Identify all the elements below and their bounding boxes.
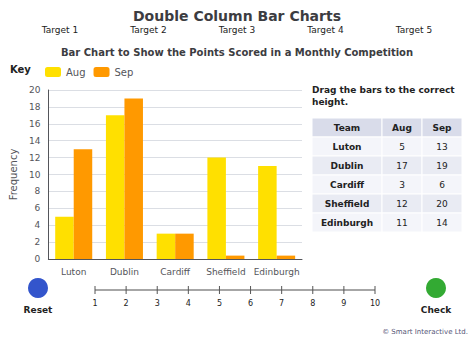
svg-text:Luton: Luton — [332, 142, 361, 152]
svg-text:16: 16 — [29, 119, 41, 129]
svg-text:Aug: Aug — [392, 123, 412, 133]
svg-text:13: 13 — [436, 142, 447, 152]
svg-text:Cardiff: Cardiff — [160, 267, 191, 277]
svg-text:Target 4: Target 4 — [306, 25, 344, 35]
svg-text:6: 6 — [439, 180, 445, 190]
svg-text:Sep: Sep — [432, 123, 452, 133]
svg-text:Sheffield: Sheffield — [325, 199, 370, 209]
svg-text:4: 4 — [186, 299, 191, 308]
svg-text:12: 12 — [396, 199, 407, 209]
svg-text:9: 9 — [341, 299, 346, 308]
svg-text:Team: Team — [334, 123, 361, 133]
svg-text:Target 3: Target 3 — [218, 25, 255, 35]
svg-text:Sheffield: Sheffield — [206, 267, 245, 277]
svg-text:Bar Chart to Show the Points S: Bar Chart to Show the Points Scored in a… — [61, 47, 413, 58]
svg-text:Luton: Luton — [61, 267, 86, 277]
svg-text:11: 11 — [396, 218, 407, 228]
svg-text:12: 12 — [29, 153, 40, 163]
svg-text:Target 5: Target 5 — [395, 25, 432, 35]
svg-text:Target 2: Target 2 — [129, 25, 166, 35]
svg-text:Target 1: Target 1 — [41, 25, 78, 35]
svg-text:Aug: Aug — [66, 67, 86, 78]
svg-text:Check: Check — [421, 305, 452, 315]
svg-text:3: 3 — [399, 180, 405, 190]
svg-text:14: 14 — [436, 218, 448, 228]
svg-text:Reset: Reset — [24, 305, 53, 315]
svg-text:8: 8 — [35, 186, 41, 196]
svg-text:Cardiff: Cardiff — [330, 180, 365, 190]
svg-text:Key: Key — [10, 64, 31, 75]
svg-text:5: 5 — [399, 142, 405, 152]
svg-text:Edinburgh: Edinburgh — [321, 218, 373, 228]
svg-text:2: 2 — [35, 237, 41, 247]
svg-text:Frequency: Frequency — [8, 149, 19, 201]
svg-text:0: 0 — [35, 254, 41, 264]
svg-text:Edinburgh: Edinburgh — [254, 267, 300, 277]
svg-text:Dublin: Dublin — [331, 161, 364, 171]
svg-text:4: 4 — [35, 220, 41, 230]
svg-text:2: 2 — [124, 299, 129, 308]
svg-text:Double Column Bar Charts: Double Column Bar Charts — [133, 8, 341, 24]
svg-text:Drag the bars to the correct: Drag the bars to the correct — [312, 85, 455, 95]
svg-text:18: 18 — [29, 102, 41, 112]
svg-text:8: 8 — [310, 299, 315, 308]
svg-text:20: 20 — [29, 85, 41, 95]
svg-text:height.: height. — [312, 97, 348, 107]
svg-text:14: 14 — [29, 136, 41, 146]
svg-text:19: 19 — [436, 161, 448, 171]
svg-text:Dublin: Dublin — [110, 267, 139, 277]
svg-text:5: 5 — [217, 299, 222, 308]
svg-text:3: 3 — [155, 299, 160, 308]
svg-text:1: 1 — [92, 299, 97, 308]
svg-text:6: 6 — [35, 203, 41, 213]
svg-text:17: 17 — [396, 161, 407, 171]
svg-text:10: 10 — [370, 299, 380, 308]
svg-text:© Smart Interactive Ltd.: © Smart Interactive Ltd. — [382, 328, 468, 336]
svg-text:7: 7 — [279, 299, 284, 308]
svg-text:6: 6 — [248, 299, 253, 308]
svg-text:Sep: Sep — [115, 67, 134, 78]
svg-text:10: 10 — [29, 170, 41, 180]
svg-text:20: 20 — [436, 199, 448, 209]
